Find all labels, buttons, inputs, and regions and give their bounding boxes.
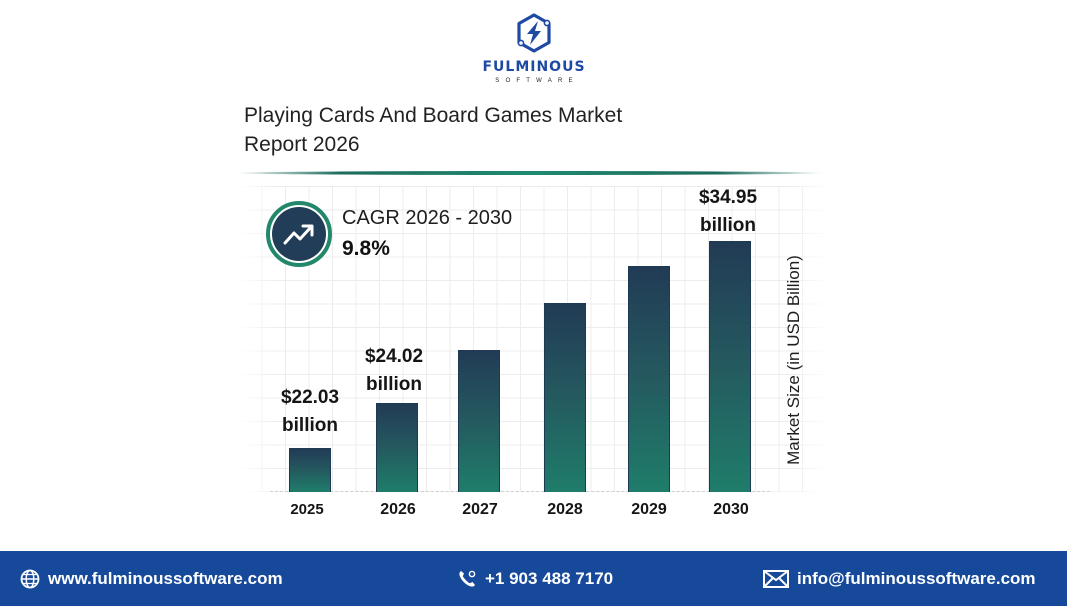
title-divider bbox=[234, 171, 824, 175]
bar-2028 bbox=[544, 303, 586, 492]
trending-up-arrow-icon bbox=[283, 224, 314, 245]
bar-value-unit: billion bbox=[700, 215, 756, 236]
cagr-value: 9.8% bbox=[342, 237, 390, 260]
report-title: Playing Cards And Board Games Market Rep… bbox=[244, 104, 623, 156]
brand-tagline: SOFTWARE bbox=[495, 78, 579, 84]
brand-name: FULMINOUS bbox=[482, 59, 586, 75]
hexagon-lightning-logo-icon bbox=[517, 13, 551, 53]
bar-value-label: $34.95 billion bbox=[678, 184, 778, 240]
chart-baseline bbox=[270, 491, 770, 492]
phone-text: +1 903 488 7170 bbox=[485, 568, 614, 588]
bar-value-amount: $34.95 bbox=[698, 187, 758, 208]
envelope-icon bbox=[763, 569, 789, 588]
bar-value-amount: $24.02 bbox=[364, 346, 424, 367]
bar-value-unit: billion bbox=[282, 415, 338, 436]
bar-2030 bbox=[709, 241, 751, 492]
bar-value-unit: billion bbox=[366, 374, 422, 395]
x-tick-2026: 2026 bbox=[380, 501, 416, 518]
cagr-disc bbox=[272, 207, 326, 261]
bar-2026 bbox=[376, 403, 418, 492]
website-link[interactable]: www.fulminoussoftware.com bbox=[20, 551, 283, 606]
bar-value-amount: $22.03 bbox=[280, 387, 340, 408]
bar-2027 bbox=[458, 350, 500, 492]
phone-link[interactable]: +1 903 488 7170 bbox=[457, 551, 613, 606]
globe-icon bbox=[20, 569, 40, 588]
x-tick-2030: 2030 bbox=[713, 501, 749, 518]
cagr-label: CAGR 2026 - 2030 bbox=[342, 207, 513, 229]
bar-2025 bbox=[289, 448, 331, 492]
bar-value-label: $22.03 billion bbox=[260, 384, 360, 440]
website-text: www.fulminoussoftware.com bbox=[48, 568, 283, 588]
email-text: info@fulminoussoftware.com bbox=[797, 568, 1036, 588]
bar-2029 bbox=[628, 266, 670, 492]
y-axis-label: Market Size (in USD Billion) bbox=[784, 255, 803, 465]
x-tick-2029: 2029 bbox=[631, 501, 667, 518]
x-tick-2025: 2025 bbox=[290, 501, 324, 518]
x-tick-2027: 2027 bbox=[462, 501, 498, 518]
x-tick-2028: 2028 bbox=[547, 501, 583, 518]
email-link[interactable]: info@fulminoussoftware.com bbox=[763, 551, 1036, 606]
bar-value-label: $24.02 billion bbox=[344, 343, 444, 399]
contact-footer: www.fulminoussoftware.com +1 903 488 717… bbox=[0, 551, 1067, 606]
phone-icon bbox=[459, 570, 476, 587]
brand-logo: FULMINOUS SOFTWARE bbox=[478, 12, 590, 84]
